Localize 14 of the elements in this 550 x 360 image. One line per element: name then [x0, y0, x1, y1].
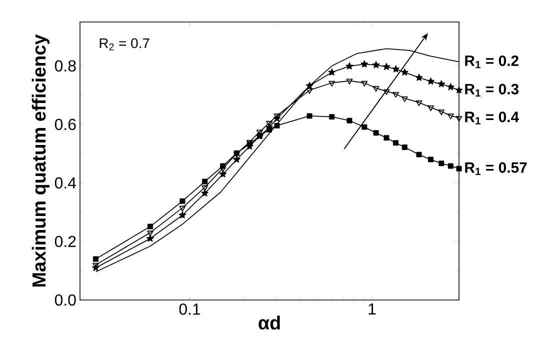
annotation: R$_{2}$ = 0.7	[100, 38, 150, 50]
y-tick-label: 0.2	[54, 236, 76, 248]
y-tick-label: 0.4	[54, 177, 76, 189]
x-tick-label: 0.1	[179, 304, 200, 315]
y-tick-label: 0.6	[54, 118, 76, 130]
series-label: R$_{1}$ = 0.4	[465, 112, 520, 124]
series-label: R$_{1}$ = 0.3	[465, 84, 519, 97]
y-axis-title: Maximum quatum efficiency	[32, 34, 50, 286]
x-axis-title: αd	[258, 316, 280, 330]
series-label: R$_{1}$ = 0.2	[465, 55, 518, 68]
series-label: R$_{1}$ = 0.57	[465, 162, 527, 175]
x-tick-label: 1	[368, 304, 376, 314]
y-tick-label: 0.0	[54, 294, 76, 306]
y-tick-label: 0.8	[54, 60, 76, 72]
